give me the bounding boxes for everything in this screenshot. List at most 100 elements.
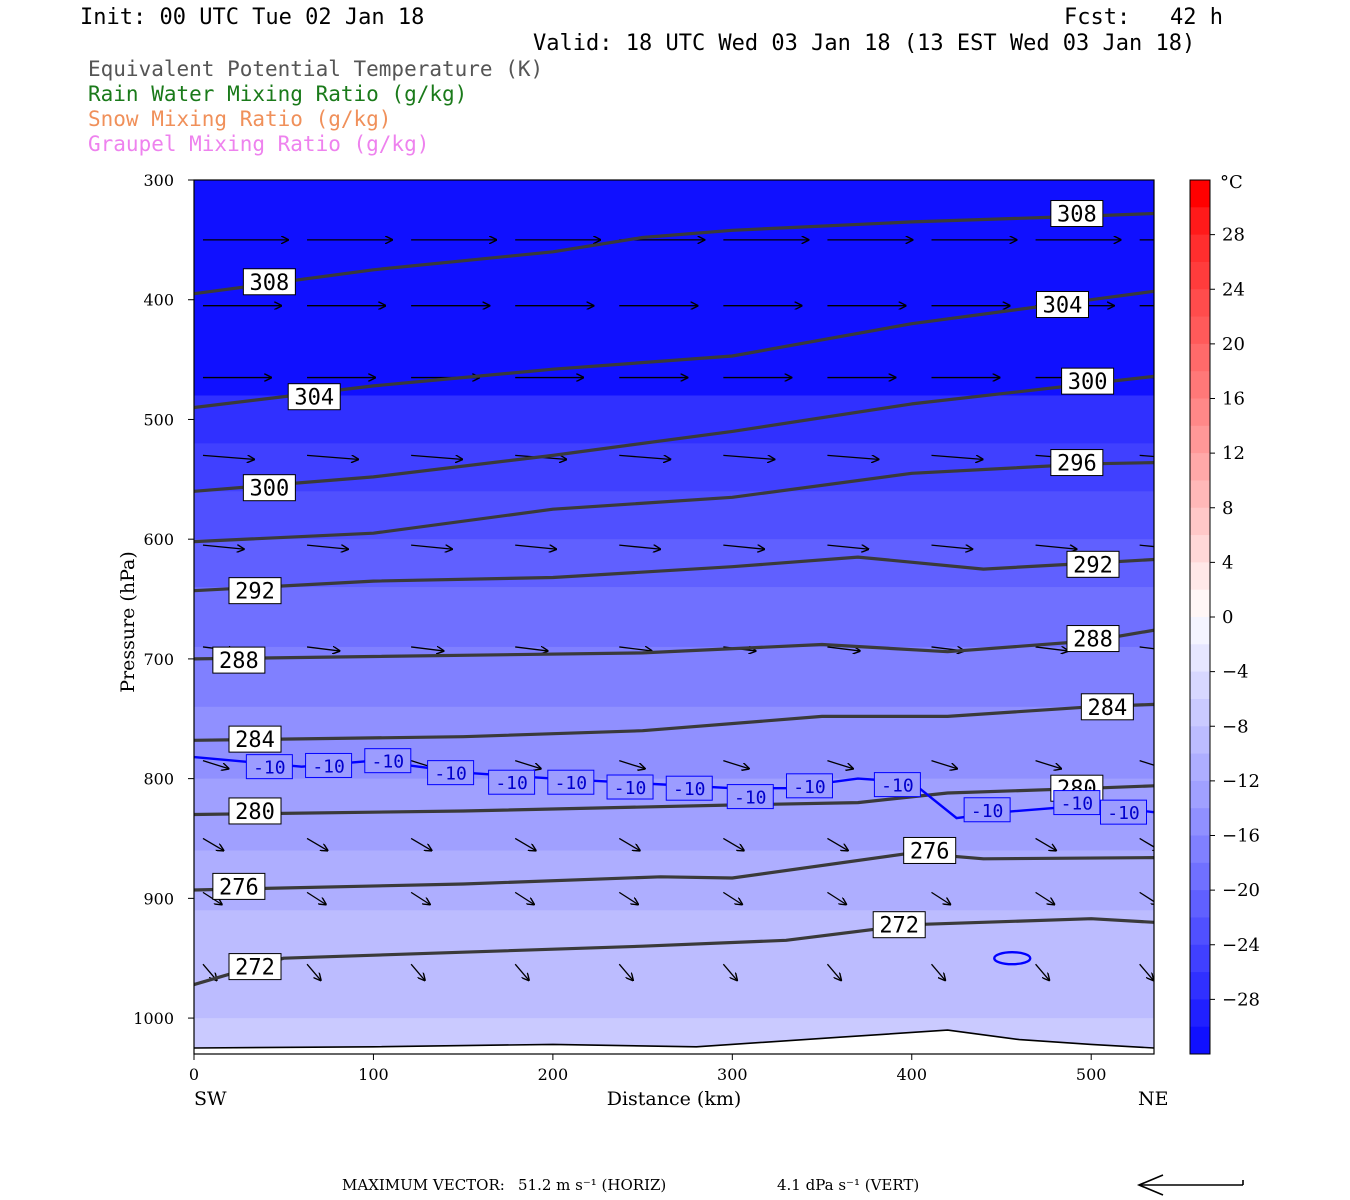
theta-e-label-box [228,725,282,753]
theta-e-label: 304 [1043,294,1083,319]
colorbar-label: 16 [1222,389,1245,410]
temp-band [194,395,1154,445]
y-tick-label: 700 [143,650,174,669]
theta-e-label-box [212,872,266,900]
temp-band [194,850,1154,912]
colorbar-label: 0 [1222,607,1233,628]
colorbar-label: −4 [1222,662,1249,683]
colorbar-bin [1190,453,1210,481]
colorbar-label: 28 [1222,225,1245,246]
wind-vector [931,454,982,459]
colorbar-label: −20 [1222,880,1260,901]
colorbar-bin [1190,562,1210,591]
isotherm-label: -10 [434,764,467,785]
wind-vector [306,837,327,850]
wind-vector [411,647,443,651]
theta-e-label: 308 [1057,203,1097,228]
colorbar-bin [1190,890,1210,918]
colorbar-label: −28 [1222,989,1260,1010]
wind-vector [1139,963,1154,980]
y-tick-label: 400 [143,291,174,310]
wind-vector [931,963,945,980]
isotherm-label-box [547,769,595,795]
colorbar-bin [1190,398,1210,427]
wind-vector [411,454,462,459]
colorbar-bin [1190,234,1210,263]
x-tick-label: 200 [538,1065,569,1084]
wind-vector [827,647,859,651]
wind-vector [306,963,321,980]
wind-vector [202,760,229,769]
wind-vector [931,891,950,904]
wind-vector [1139,891,1154,904]
wind-vector [202,545,244,549]
wind-vector [410,837,431,850]
wind-vector [1035,647,1068,651]
wind-vector [411,545,452,549]
wind-vector [931,760,957,769]
wind-vector [619,760,645,769]
wind-vector [1139,646,1154,650]
temp-band [194,910,1154,1020]
colorbar-bin [1190,944,1210,973]
isotherm-label: -10 [312,756,345,777]
cross-section-chart: 3083083043043003002962922922882882842842… [117,171,1260,1110]
colorbar-bin [1190,671,1210,700]
isotherm-label-box [1053,790,1101,816]
wind-vector [722,963,737,980]
legend-theta-e: Equivalent Potential Temperature (K) [88,57,544,81]
colorbar-bin [1190,589,1210,618]
x-tick-label: 500 [1076,1065,1107,1084]
colorbar-unit: °C [1220,172,1243,193]
wind-vector [827,545,868,549]
colorbar-bin [1190,617,1210,645]
theta-e-label: 304 [294,386,334,411]
theta-e-label-box [1080,693,1134,721]
x-tick-label: 0 [189,1065,199,1084]
isotherm-label: -10 [614,778,647,799]
isotherm-label-box [305,752,353,778]
ne-label: NE [1138,1088,1169,1110]
wind-vector [306,647,339,651]
colorbar-bin [1190,726,1210,755]
theta-e-label: 288 [1073,628,1113,653]
wind-vector [515,545,556,549]
temp-band [194,180,1154,397]
isotherm-label-box [785,773,833,799]
x-tick-label: 400 [896,1065,927,1084]
colorbar-bin [1190,780,1210,809]
colorbar-bin [1190,972,1210,1000]
wind-vector [1035,891,1055,904]
theta-e-label-box [242,268,296,296]
y-tick-label: 500 [143,410,174,429]
colorbar-bin [1190,289,1210,318]
theta-e-label: 296 [1057,452,1097,477]
wind-vector [723,837,743,850]
wind-vector [202,891,222,904]
colorbar-bin [1190,180,1210,208]
theta-e-label-box [872,911,926,939]
plot-frame [193,179,1155,1055]
y-tick-label: 800 [143,770,174,789]
colorbar-label: 8 [1222,498,1233,519]
terrain-line [193,1029,1155,1049]
theta-e-label: 280 [235,800,275,825]
wind-vector [410,891,430,904]
y-tick-label: 1000 [133,1009,174,1028]
wind-vector [827,837,847,850]
temp-band [194,706,1154,780]
y-tick-label: 900 [143,889,174,908]
isotherm-label: -10 [1107,803,1140,824]
colorbar-bin [1190,207,1210,236]
colorbar-label: 20 [1222,334,1245,355]
isotherm-label-box [245,754,293,780]
wind-vector [514,963,529,980]
max-vector-horiz: 51.2 m s⁻¹ (HORIZ) [518,1176,667,1194]
forecast-hour: Fcst: 42 h [1064,5,1223,30]
theta-e-label-box [1050,449,1104,477]
x-tick-label: 300 [717,1065,748,1084]
theta-e-label: 284 [1087,696,1127,721]
y-tick-label: 600 [143,530,174,549]
isotherm-label: -10 [673,779,706,800]
wind-vector [1139,837,1154,850]
